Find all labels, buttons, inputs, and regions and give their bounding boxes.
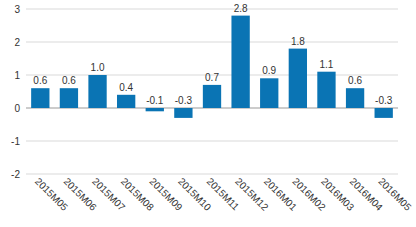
data-label: 1.1: [320, 59, 334, 70]
bar: [31, 88, 49, 108]
grid-line: [26, 9, 398, 10]
data-label: 0.4: [119, 82, 133, 93]
chart-container: -2 -1 0 1 2 3 0.6 0.6 1.0 0.4 -0.1 -0.3 0.7 2.8 0.9 1.8…: [0, 0, 416, 227]
grid-line: [26, 174, 398, 175]
bar: [146, 108, 164, 111]
y-tick-label: 0: [14, 103, 20, 114]
data-label: 0.7: [205, 72, 219, 83]
y-tick-label: -2: [11, 169, 20, 180]
bar: [60, 88, 78, 108]
bar: [174, 108, 192, 118]
chart: -2 -1 0 1 2 3 0.6 0.6 1.0 0.4 -0.1 -0.3 0.7 2.8 0.9 1.8…: [0, 0, 416, 227]
data-label: -0.3: [175, 95, 193, 106]
grid-line: [26, 141, 398, 142]
bar: [88, 75, 106, 108]
grid: [26, 9, 398, 174]
x-tick-label: 2016M05: [376, 176, 414, 214]
bar: [317, 72, 335, 108]
y-tick-label: 2: [14, 37, 20, 48]
data-label: -0.1: [146, 95, 164, 106]
y-tick-label: -1: [11, 136, 20, 147]
data-label: -0.3: [375, 95, 393, 106]
data-label: 1.0: [91, 62, 105, 73]
data-label: 0.6: [348, 75, 362, 86]
data-label: 0.9: [262, 65, 276, 76]
data-label: 0.6: [33, 75, 47, 86]
bar: [260, 78, 278, 108]
grid-line: [26, 42, 398, 43]
y-tick-label: 3: [14, 4, 20, 15]
bars: [31, 16, 393, 118]
bar: [117, 95, 135, 108]
bar: [203, 85, 221, 108]
bar: [375, 108, 393, 118]
data-label: 1.8: [291, 36, 305, 47]
bar: [231, 16, 249, 108]
bar: [289, 49, 307, 108]
data-label: 0.6: [62, 75, 76, 86]
y-tick-label: 1: [14, 70, 20, 81]
data-label: 2.8: [234, 3, 248, 14]
bar: [346, 88, 364, 108]
